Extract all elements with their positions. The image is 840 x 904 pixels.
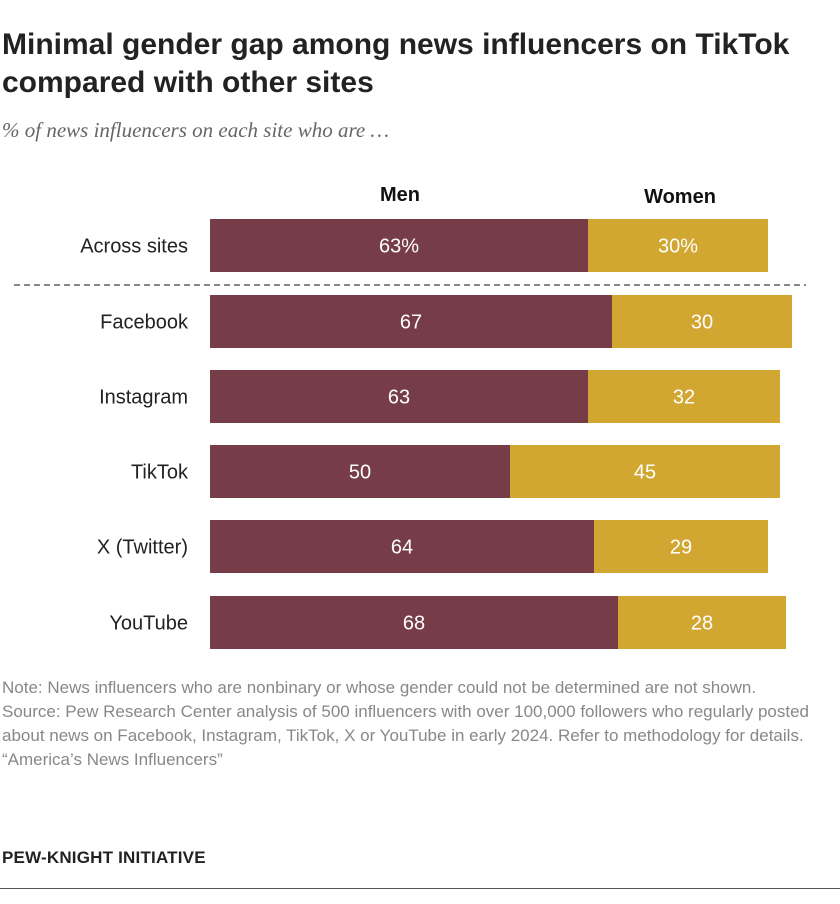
- bottom-divider: [0, 888, 840, 889]
- bar-women-tiktok: [510, 445, 780, 498]
- bar-men-facebook: [210, 295, 612, 348]
- source-text: Source: Pew Research Center analysis of …: [2, 702, 809, 745]
- category-label-across-sites: Across sites: [80, 236, 188, 258]
- bar-men-x-twitter: [210, 520, 594, 573]
- value-label-women-instagram: 32: [673, 387, 695, 409]
- bar-men-youtube: [210, 596, 618, 649]
- bar-men-tiktok: [210, 445, 510, 498]
- report-title: “America’s News Influencers”: [2, 750, 223, 769]
- category-label-youtube: YouTube: [109, 613, 188, 635]
- chart-subtitle: % of news influencers on each site who a…: [2, 118, 390, 142]
- value-label-women-facebook: 30: [691, 312, 713, 334]
- bar-women-x-twitter: [594, 520, 768, 573]
- brand-label: PEW-KNIGHT INITIATIVE: [2, 848, 206, 867]
- value-label-men-across-sites: 63%: [379, 236, 419, 258]
- category-label-instagram: Instagram: [99, 387, 188, 409]
- legend-men: Men: [380, 184, 420, 206]
- stacked-bar-chart: Men Women Across sites 63% 30% Facebook 67 30 In…: [14, 184, 806, 649]
- bar-women-youtube: [618, 596, 786, 649]
- value-label-men-facebook: 67: [400, 312, 422, 334]
- bar-women-facebook: [612, 295, 792, 348]
- category-label-facebook: Facebook: [100, 312, 189, 334]
- value-label-women-across-sites: 30%: [658, 236, 698, 258]
- bar-women-across-sites: [588, 219, 768, 272]
- note-text: Note: News influencers who are nonbinary…: [2, 678, 757, 697]
- category-label-tiktok: TikTok: [131, 462, 189, 484]
- value-label-men-tiktok: 50: [349, 462, 371, 484]
- bar-women-instagram: [588, 370, 780, 423]
- value-label-women-tiktok: 45: [634, 462, 656, 484]
- value-label-men-youtube: 68: [403, 613, 425, 635]
- value-label-women-youtube: 28: [691, 613, 713, 635]
- bar-men-across-sites: [210, 219, 588, 272]
- bar-men-instagram: [210, 370, 588, 423]
- chart-notes: Note: News influencers who are nonbinary…: [2, 676, 838, 772]
- value-label-men-instagram: 63: [388, 387, 410, 409]
- chart-title: Minimal gender gap among news influencer…: [2, 28, 790, 99]
- category-label-x-twitter: X (Twitter): [97, 537, 188, 559]
- legend-women: Women: [644, 186, 716, 208]
- value-label-women-x-twitter: 29: [670, 537, 692, 559]
- value-label-men-x-twitter: 64: [391, 537, 413, 559]
